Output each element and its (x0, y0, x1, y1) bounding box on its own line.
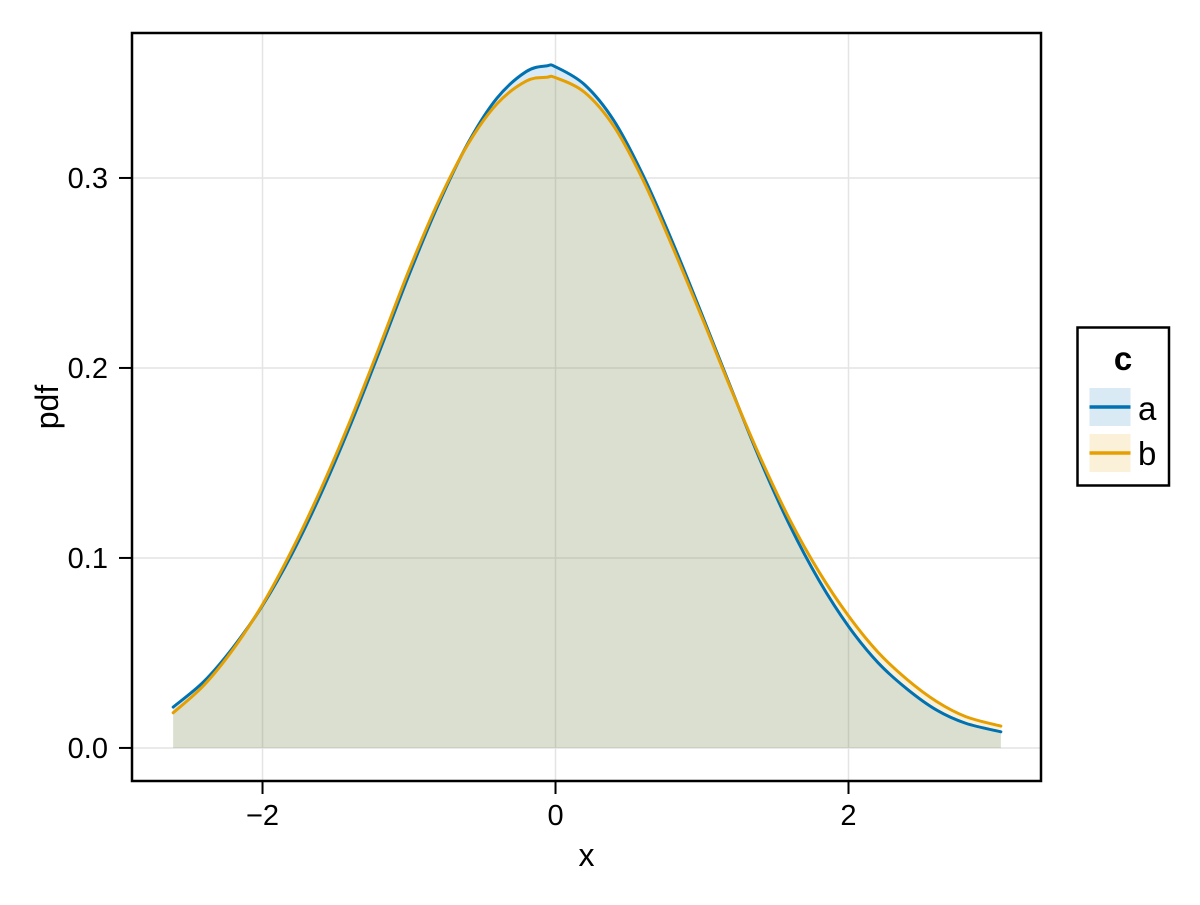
density-curves (171, 63, 1003, 734)
legend-entry: a (1089, 388, 1157, 427)
density-curve-b (171, 74, 1003, 728)
y-axis-label: pdf (29, 385, 65, 430)
plot-frame (130, 31, 1043, 783)
legend: c a b (1076, 326, 1171, 487)
density-fill-a (173, 64, 1001, 748)
legend-label-b: b (1138, 435, 1156, 472)
axis-tick-labels: −2 0 2 0.0 0.1 0.2 0.3 (68, 163, 857, 832)
x-tick-label: −2 (246, 800, 279, 832)
gridlines (132, 33, 1041, 781)
y-tick-label: 0.0 (68, 733, 108, 765)
axis-tick-marks (119, 176, 850, 794)
density-fill-b (173, 76, 1001, 748)
x-axis-label: x (579, 837, 595, 873)
x-tick-label: 2 (840, 800, 856, 832)
density-fills (173, 64, 1001, 748)
legend-title: c (1114, 340, 1132, 377)
x-tick-label: 0 (547, 800, 563, 832)
y-tick-label: 0.1 (68, 543, 108, 575)
y-tick-label: 0.2 (68, 353, 108, 385)
legend-label-a: a (1138, 390, 1157, 427)
legend-entry: b (1089, 434, 1156, 472)
density-curve-a (171, 63, 1003, 734)
y-tick-label: 0.3 (68, 163, 108, 195)
